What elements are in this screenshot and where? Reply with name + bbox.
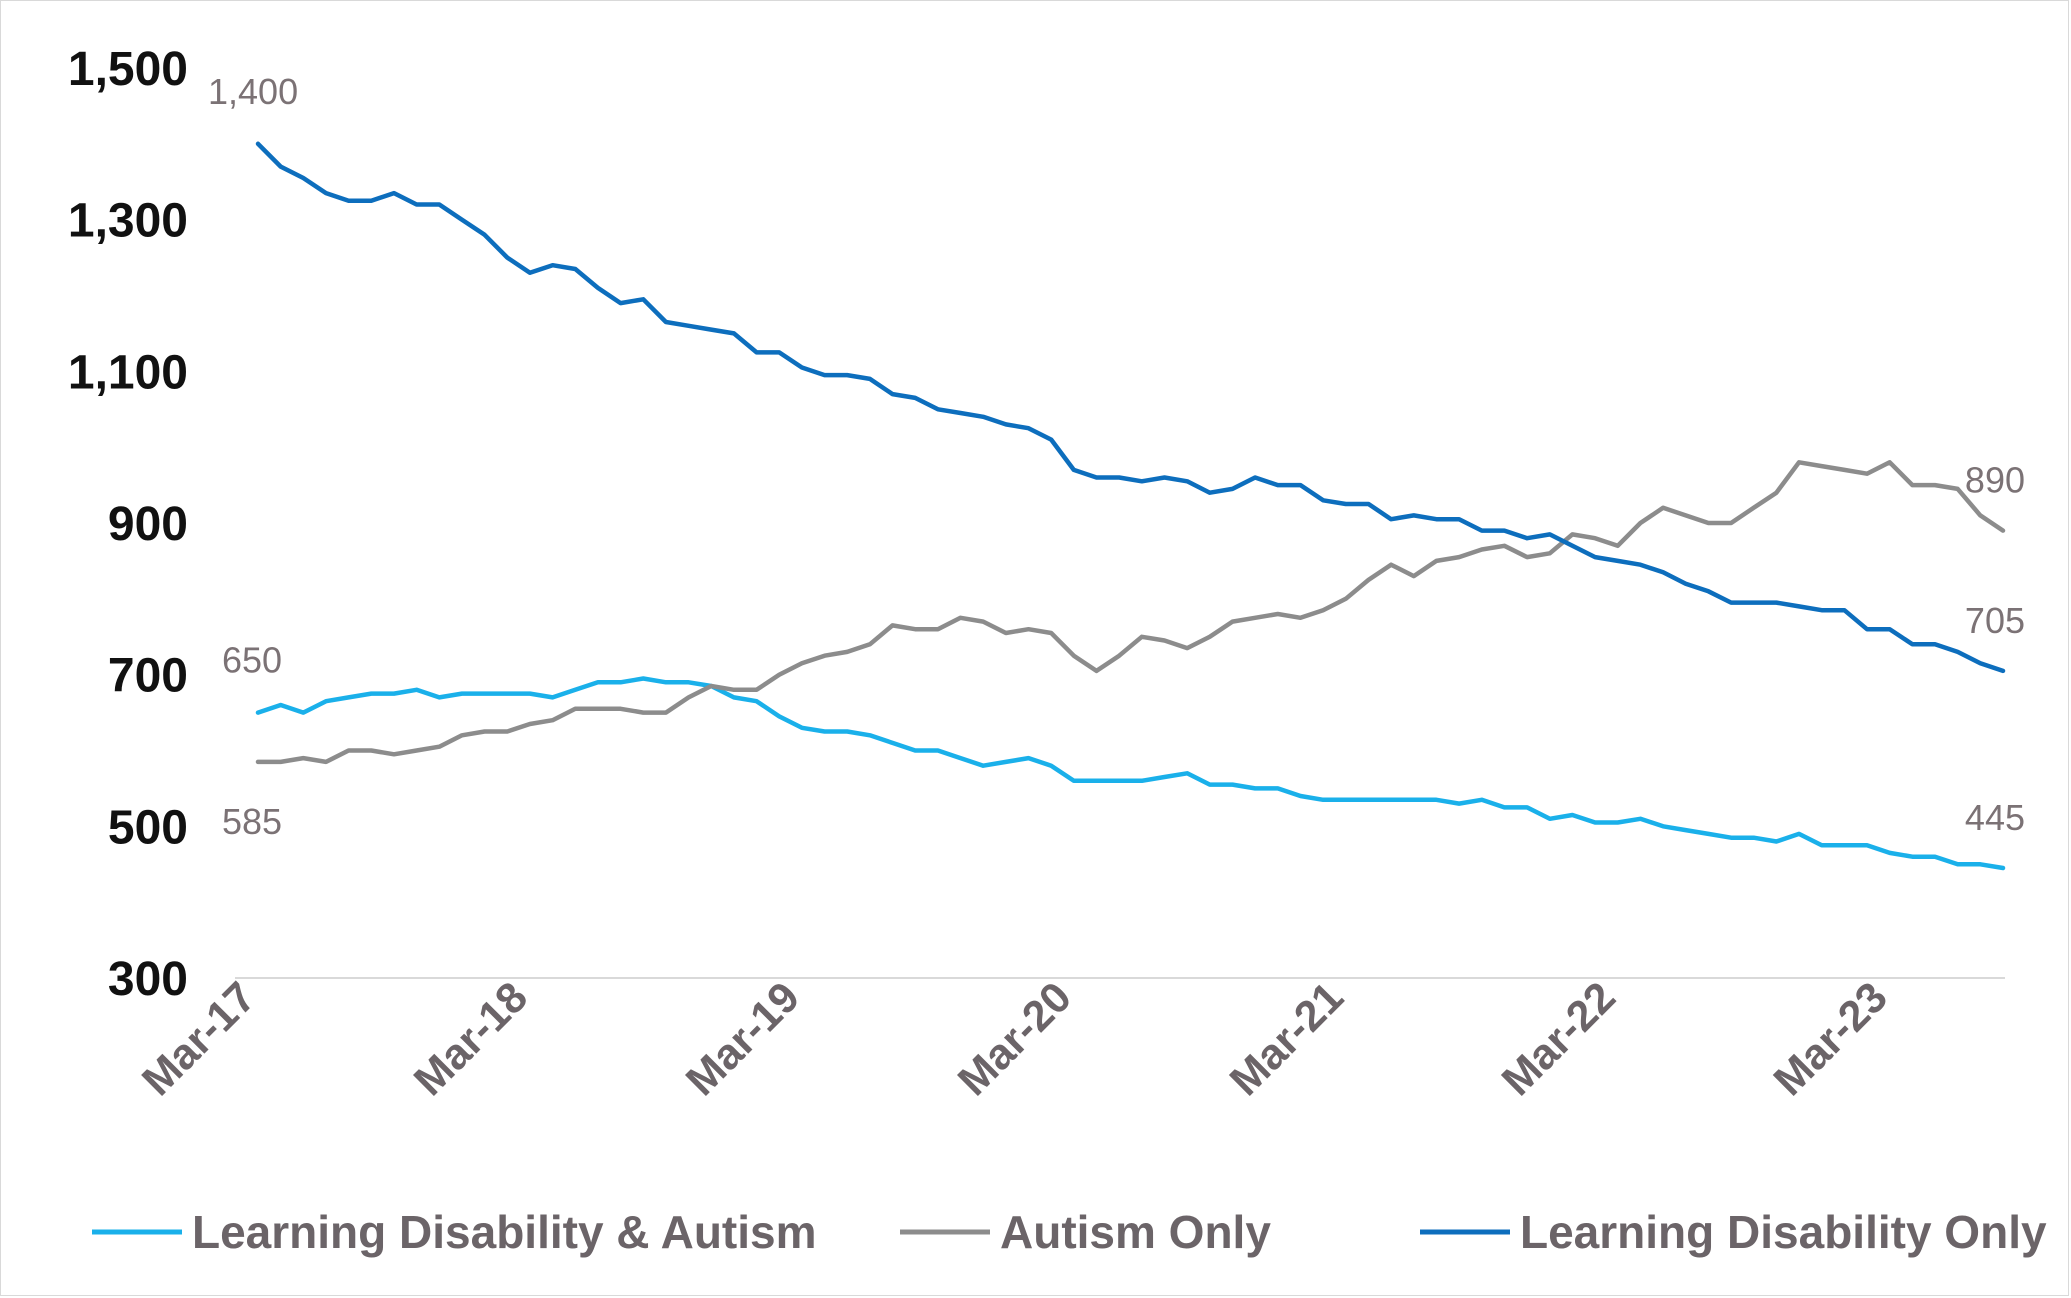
x-tick-label: Mar-20	[949, 973, 1081, 1105]
y-tick-label: 1,500	[68, 43, 188, 96]
x-tick-label: Mar-22	[1493, 973, 1625, 1105]
x-axis: Mar-17 Mar-18 Mar-19 Mar-20 Mar-21 Mar-22 Mar-…	[133, 973, 1897, 1105]
series-line-2	[255, 460, 2006, 765]
data-label: 585	[222, 801, 282, 842]
y-tick-label: 500	[108, 801, 188, 854]
data-label: 1,400	[208, 71, 298, 112]
y-tick-label: 900	[108, 498, 188, 551]
y-tick-label: 1,300	[68, 195, 188, 248]
legend-item: Learning Disability & Autism	[92, 1206, 817, 1258]
y-axis: 300 500 700 900 1,100 1,300 1,500	[68, 43, 188, 1006]
y-tick-label: 300	[108, 953, 188, 1006]
series-line-1	[255, 676, 2006, 871]
legend-item: Autism Only	[900, 1206, 1271, 1258]
legend-label: Learning Disability Only	[1520, 1206, 2047, 1258]
series-lines	[255, 141, 2006, 871]
x-tick-label: Mar-19	[677, 973, 809, 1105]
y-tick-label: 700	[108, 650, 188, 703]
legend-item: Learning Disability Only	[1420, 1206, 2047, 1258]
series-line-3	[255, 141, 2006, 674]
data-labels: 650 445 585 890 1,400 705	[208, 71, 2025, 842]
x-tick-label: Mar-21	[1221, 973, 1353, 1105]
legend: Learning Disability & Autism Autism Only L…	[92, 1206, 2047, 1258]
y-tick-label: 1,100	[68, 346, 188, 399]
data-label: 445	[1965, 797, 2025, 838]
legend-label: Learning Disability & Autism	[192, 1206, 817, 1258]
legend-label: Autism Only	[1000, 1206, 1271, 1258]
data-label: 890	[1965, 460, 2025, 501]
data-label: 650	[222, 640, 282, 681]
x-tick-label: Mar-18	[405, 973, 537, 1105]
x-tick-label: Mar-23	[1765, 973, 1897, 1105]
data-label: 705	[1965, 600, 2025, 641]
